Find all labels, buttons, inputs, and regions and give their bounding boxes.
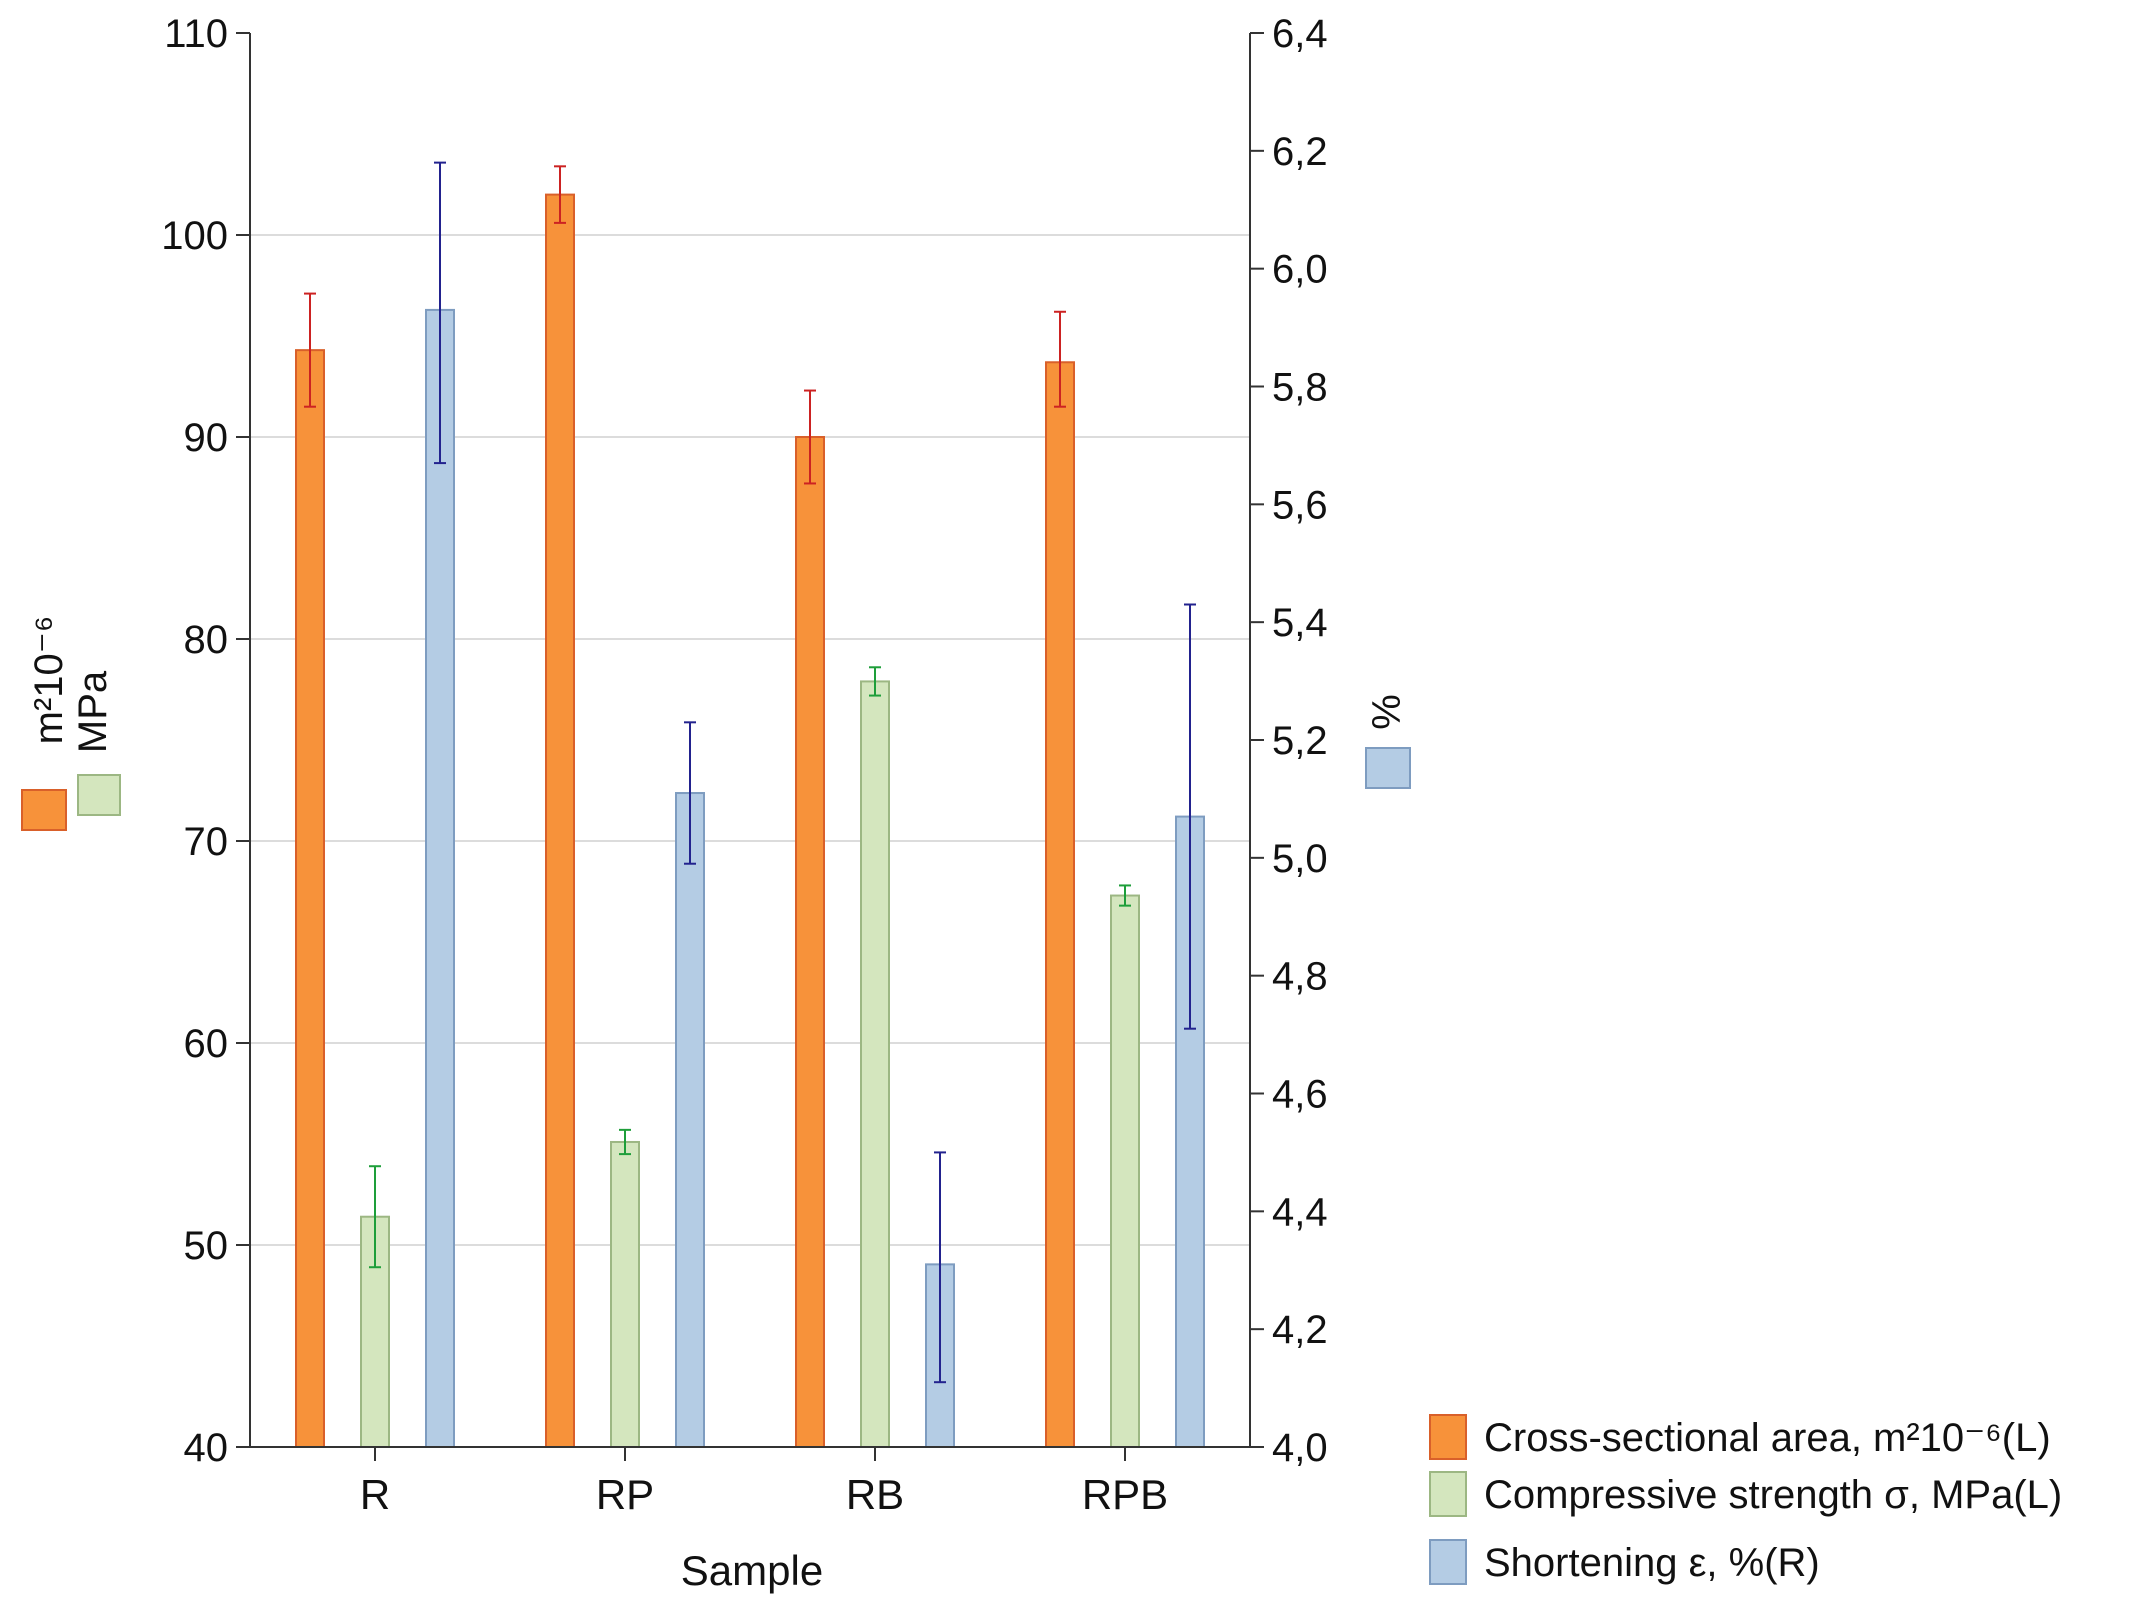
left-axis-label-strength: MPa <box>71 670 115 753</box>
legend-swatch <box>1429 1539 1467 1585</box>
x-axis-title: Sample <box>681 1547 823 1594</box>
right-tick-label: 4,4 <box>1272 1190 1328 1234</box>
left-tick-label: 60 <box>184 1022 229 1066</box>
bar <box>860 680 890 1448</box>
right-tick-label: 4,0 <box>1272 1426 1328 1470</box>
legend-swatch <box>1429 1471 1467 1517</box>
category-label: R <box>360 1471 390 1518</box>
category-label: RB <box>846 1471 904 1518</box>
right-tick-label: 4,6 <box>1272 1073 1328 1117</box>
bar <box>545 193 575 1449</box>
right-tick-label: 6,2 <box>1272 130 1328 174</box>
left-tick-label: 100 <box>161 214 228 258</box>
right-tick-label: 5,0 <box>1272 837 1328 881</box>
bars <box>295 193 1205 1449</box>
bar <box>425 308 455 1448</box>
left-tick-label: 80 <box>184 618 229 662</box>
bar <box>1110 894 1140 1448</box>
legend-label: Cross-sectional area, m²10⁻⁶(L) <box>1484 1416 2051 1460</box>
legend: Cross-sectional area, m²10⁻⁶(L) Compressi… <box>1429 1414 2062 1585</box>
left-axis-swatch-area <box>21 789 67 831</box>
bar <box>795 436 825 1448</box>
tick-labels: 40 50 60 70 80 90 100 110 4,0 4,2 4,4 4,6 4,8 5,0 5,2 5… <box>161 12 1327 1470</box>
left-tick-label: 40 <box>184 1426 229 1470</box>
right-axis-swatch <box>1365 747 1411 789</box>
right-tick-label: 6,0 <box>1272 248 1328 292</box>
right-tick-label: 5,8 <box>1272 366 1328 410</box>
bar <box>675 792 705 1448</box>
category-labels: R RP RB RPB <box>360 1471 1168 1518</box>
right-tick-label: 5,2 <box>1272 719 1328 763</box>
left-tick-label: 50 <box>184 1224 229 1268</box>
right-tick-label: 4,2 <box>1272 1308 1328 1352</box>
legend-label: Compressive strength σ, MPa(L) <box>1484 1473 2062 1517</box>
right-axis-label: % <box>1365 694 1409 730</box>
right-tick-label: 4,8 <box>1272 955 1328 999</box>
left-axis-swatch-strength <box>77 774 121 816</box>
legend-label: Shortening ε, %(R) <box>1484 1541 1820 1585</box>
left-tick-label: 90 <box>184 416 229 460</box>
legend-swatch <box>1429 1414 1467 1460</box>
bar <box>295 349 325 1448</box>
category-label: RPB <box>1082 1471 1168 1518</box>
bar <box>610 1140 640 1448</box>
left-axis-label-area: m²10⁻⁶ <box>27 616 71 745</box>
left-tick-label: 110 <box>164 12 228 56</box>
right-tick-label: 5,4 <box>1272 601 1328 645</box>
right-tick-label: 5,6 <box>1272 483 1328 527</box>
category-label: RP <box>596 1471 654 1518</box>
right-tick-label: 6,4 <box>1272 12 1328 56</box>
grid-lines <box>250 234 1250 1246</box>
axes <box>236 32 1264 1461</box>
error-bars <box>304 161 1196 1384</box>
left-tick-label: 70 <box>184 820 229 864</box>
bar <box>1045 361 1075 1448</box>
